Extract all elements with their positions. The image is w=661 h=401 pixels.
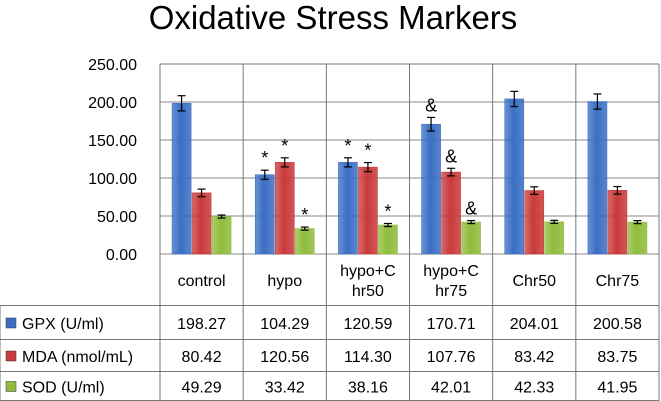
x-category-label: hr75 [435,283,467,300]
data-value: 42.33 [514,380,554,397]
data-value: 38.16 [348,380,388,397]
data-value: 170.71 [427,316,476,333]
bar-2-5 [627,221,648,255]
significance-marker: & [445,146,457,166]
data-value: 114.30 [344,349,392,366]
legend-swatch [5,381,17,392]
error-bar [343,157,352,168]
data-value: 120.56 [260,349,309,366]
bar-2-0 [211,216,232,255]
bar-1-5 [607,190,628,255]
legend-swatch [5,317,17,329]
bar-2-3 [461,221,481,255]
error-bar [280,157,289,168]
significance-marker: * [384,201,391,221]
bar-2-1 [294,228,315,255]
bar-1-1 [274,162,295,255]
bar-0-4 [504,98,525,255]
data-value: 104.29 [260,316,309,333]
error-bar [550,219,559,224]
significance-marker: * [301,205,308,225]
significance-marker: & [465,199,477,219]
y-tick-label: 50.00 [97,209,137,226]
significance-marker: * [344,136,351,156]
x-category-label: Chr75 [596,273,640,290]
legend-label: GPX (U/ml) [22,316,104,333]
error-bar [260,169,269,180]
error-bar [300,226,309,231]
x-category-label: hypo+C [423,263,479,280]
data-value: 204.01 [510,316,559,333]
bar-1-4 [524,190,545,255]
error-bar [613,185,622,195]
data-table: control hypo hypo+C hr50 hypo+C hr75 Chr50 Chr7… [0,63,660,401]
x-category-label: control [178,273,226,290]
y-tick-label: 250.00 [88,57,137,74]
error-bar [510,90,519,108]
error-bar [197,188,206,198]
bar-2-2 [378,224,398,255]
x-category-label: hypo+C [340,263,396,280]
chart-title: Oxidative Stress Markers [149,0,518,36]
data-value: 83.75 [597,349,637,366]
error-bar [633,219,642,225]
data-value: 120.59 [343,316,392,333]
bars: * * * * * * & & & [171,90,648,255]
bar-0-2 [338,162,358,255]
significance-marker: * [281,136,288,156]
bar-0-3 [421,123,441,255]
y-tick-label: 200.00 [88,95,137,112]
error-bar [363,161,372,173]
significance-marker: & [425,95,437,115]
y-tick-label: 150.00 [88,133,137,150]
data-value: 83.42 [514,349,554,366]
legend-swatch [5,350,17,362]
bar-0-0 [171,103,192,255]
bar-0-5 [587,101,608,255]
error-bar [383,222,392,228]
legend-label: SOD (U/ml) [22,380,105,397]
significance-marker: * [261,148,268,168]
error-bar [467,219,476,225]
y-tick-label: 100.00 [88,171,137,188]
x-category-label: hr50 [352,283,384,300]
data-value: 107.76 [427,349,476,366]
gridlines [159,63,660,401]
data-value: 200.58 [593,316,642,333]
bar-0-1 [254,174,275,255]
data-value: 42.01 [431,380,471,397]
data-value: 80.42 [182,349,222,366]
error-bar [447,167,456,177]
bar-2-4 [544,221,565,255]
error-bar [427,116,436,132]
significance-marker: * [364,141,371,161]
error-bar [177,95,186,112]
data-value: 33.42 [265,380,305,397]
data-value: 49.29 [182,380,222,397]
x-category-label: Chr50 [512,273,556,290]
bar-1-3 [441,171,461,255]
data-value: 41.95 [597,380,637,397]
legend-label: MDA (nmol/mL) [22,349,133,366]
error-bar [217,214,226,219]
bar-1-0 [191,192,212,255]
x-category-label: hypo [267,273,302,290]
bar-1-2 [358,166,378,255]
y-tick-label: 0.00 [106,247,137,264]
data-value: 198.27 [177,316,226,333]
y-axis: 0.00 50.00 100.00 150.00 200.00 250.00 [88,57,137,264]
error-bar [530,186,539,196]
error-bar [593,93,602,110]
